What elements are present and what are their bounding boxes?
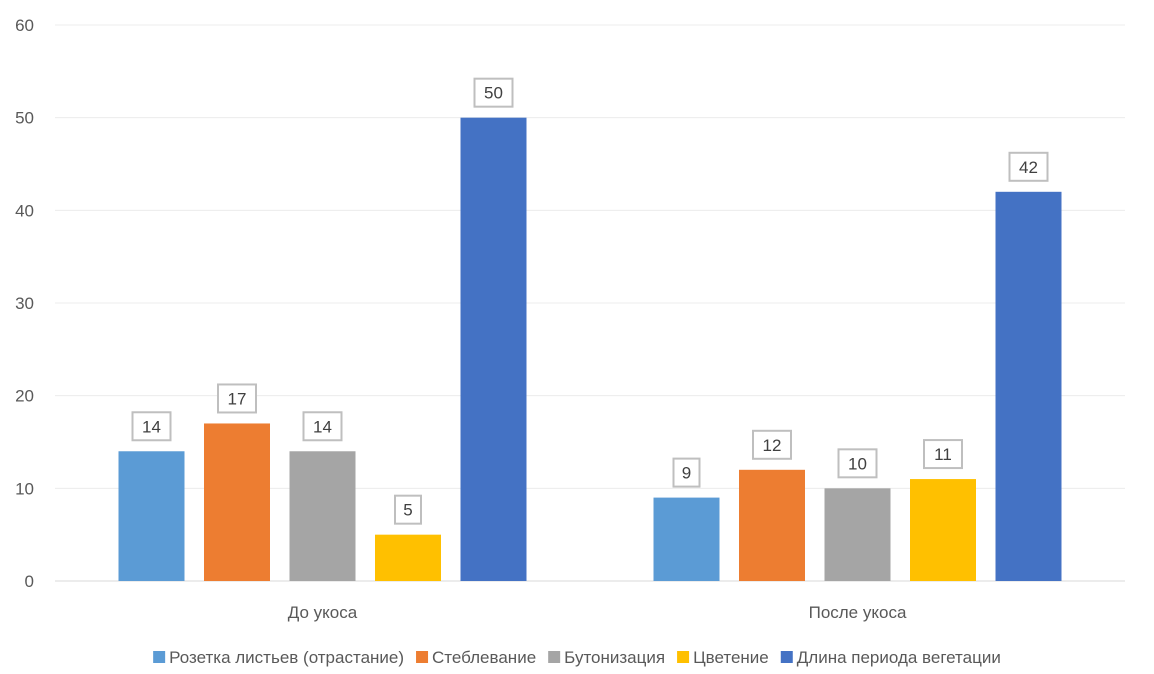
- legend-label: Стеблевание: [432, 648, 536, 667]
- data-label-box: [473, 77, 514, 108]
- bar: [824, 488, 891, 581]
- legend-item: Длина периода вегетации: [780, 648, 1001, 667]
- bar: [995, 191, 1062, 582]
- legend-label: Розетка листьев (отрастание): [169, 648, 404, 667]
- data-label-box: [1008, 151, 1049, 182]
- bar: [653, 497, 720, 581]
- data-label: 17: [228, 389, 247, 408]
- bars: [118, 117, 1062, 582]
- data-label-box: [302, 411, 343, 442]
- bar: [910, 479, 976, 581]
- data-label: 9: [682, 464, 691, 483]
- bar: [204, 423, 270, 581]
- data-label-box: [837, 448, 878, 479]
- legend-item: Цветение: [677, 648, 769, 667]
- bar: [739, 469, 805, 581]
- legend-swatch: [416, 651, 429, 663]
- data-label: 50: [484, 84, 503, 103]
- legend-item: Бутонизация: [548, 648, 665, 667]
- legend-label: Длина периода вегетации: [797, 648, 1001, 667]
- bar: [118, 451, 185, 581]
- data-label: 14: [313, 417, 332, 436]
- legend-swatch: [153, 651, 166, 663]
- data-label: 5: [403, 501, 412, 520]
- data-label-box: [217, 383, 257, 414]
- data-label: 11: [934, 445, 952, 464]
- legend-label: Бутонизация: [564, 648, 665, 667]
- x-axis: До укоса После укоса: [288, 603, 907, 622]
- legend-label: Цветение: [693, 648, 769, 667]
- data-label-box: [923, 439, 963, 470]
- data-label-box: [131, 411, 172, 442]
- legend-swatch: [548, 651, 561, 663]
- data-label-box: [672, 457, 701, 488]
- data-labels: 14 17 14 5 50 9 12 10 11 42: [131, 77, 1049, 525]
- bar: [375, 534, 441, 581]
- y-tick-label: 60: [15, 16, 34, 35]
- legend-item: Стеблевание: [416, 648, 536, 667]
- legend-swatch: [780, 651, 793, 663]
- y-tick-label: 20: [15, 387, 34, 406]
- legend-item: Розетка листьев (отрастание): [153, 648, 404, 667]
- bar: [460, 117, 527, 582]
- data-label: 12: [763, 436, 782, 455]
- x-category-label: После укоса: [809, 603, 907, 622]
- legend-swatch: [677, 651, 690, 663]
- y-tick-label: 10: [15, 479, 34, 498]
- legend: Розетка листьев (отрастание) Стеблевание Б…: [153, 648, 1001, 667]
- data-label: 42: [1019, 158, 1038, 177]
- data-label: 14: [142, 417, 161, 436]
- y-tick-label: 40: [15, 201, 34, 220]
- y-tick-label: 50: [15, 109, 34, 128]
- data-label-box: [394, 494, 422, 525]
- data-label-box: [752, 429, 792, 460]
- y-tick-label: 30: [15, 294, 34, 313]
- data-label: 10: [848, 454, 867, 473]
- bar: [289, 451, 356, 581]
- y-axis: 0 10 20 30 40 50 60: [15, 16, 34, 591]
- y-tick-label: 0: [25, 572, 34, 591]
- x-category-label: До укоса: [288, 603, 358, 622]
